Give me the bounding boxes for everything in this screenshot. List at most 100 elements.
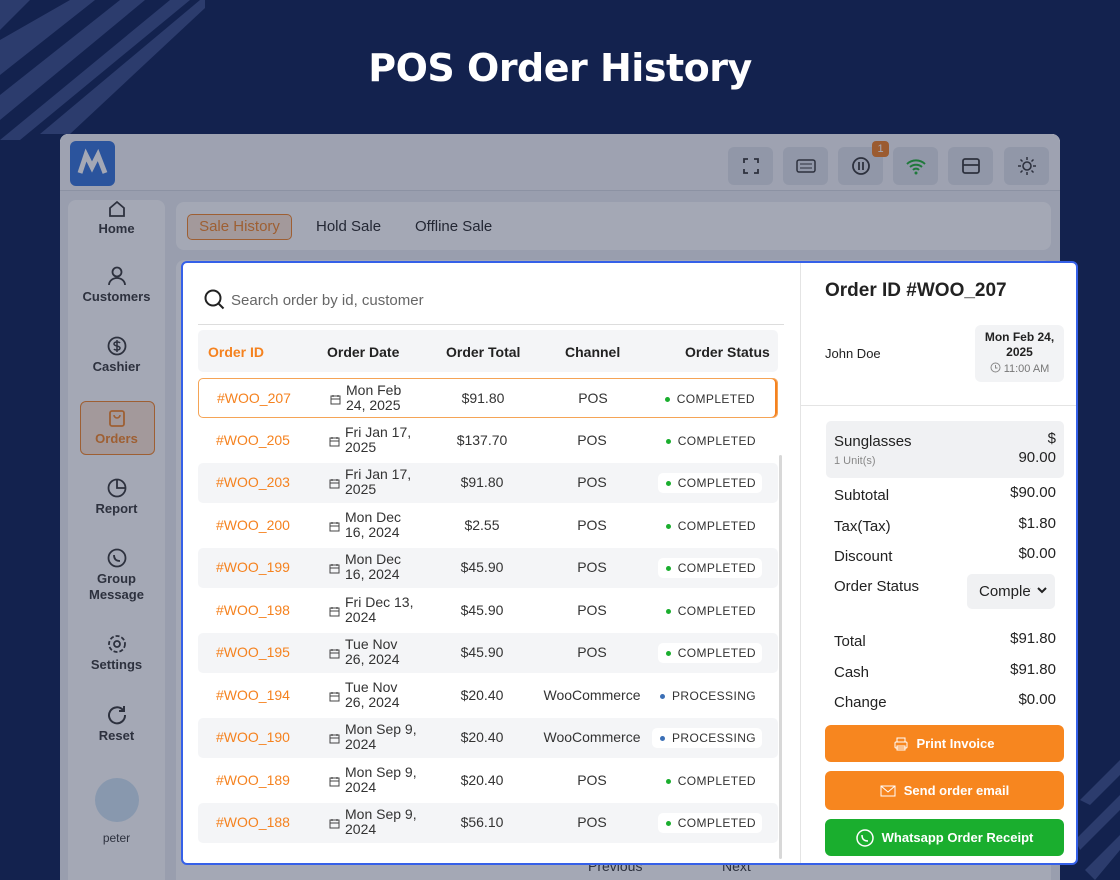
nav-customers[interactable]: Customers bbox=[68, 266, 165, 304]
order-row[interactable]: #WOO_198 Fri Dec 13, 2024 $45.90 POS COMPLET… bbox=[198, 590, 778, 631]
order-date: Fri Jan 17, 2025 bbox=[345, 423, 412, 455]
status-text: COMPLETED bbox=[677, 646, 756, 660]
calendar-icon bbox=[329, 731, 340, 749]
status-pill: COMPLETED bbox=[656, 389, 761, 409]
whatsapp-button[interactable]: Whatsapp Order Receipt bbox=[825, 819, 1064, 856]
status-pill: COMPLETED bbox=[657, 430, 762, 451]
order-id: #WOO_203 bbox=[216, 474, 290, 490]
order-row[interactable]: #WOO_199 Mon Dec 16, 2024 $45.90 POS COMPLET… bbox=[198, 548, 778, 588]
tab-active[interactable]: Sale History bbox=[187, 214, 292, 240]
nav-label: Reset bbox=[98, 728, 135, 743]
calendar-icon bbox=[329, 604, 340, 622]
order-total: $20.40 bbox=[460, 686, 504, 703]
nav-settings[interactable]: Settings bbox=[68, 634, 165, 672]
order-id: #WOO_205 bbox=[216, 431, 290, 448]
order-channel: POS bbox=[577, 814, 607, 830]
calendar-icon bbox=[329, 434, 340, 452]
status-text: COMPLETED bbox=[677, 476, 756, 490]
order-id: #WOO_195 bbox=[216, 644, 290, 660]
status-pill: PROCESSING bbox=[651, 728, 762, 748]
status-text: COMPLETED bbox=[676, 392, 755, 406]
button-label: Print Invoice bbox=[916, 736, 995, 751]
order-modal: Search order by id, customer Order ID Ord… bbox=[181, 261, 1078, 865]
nav-active-bg bbox=[80, 401, 155, 455]
user-avatar[interactable] bbox=[95, 778, 139, 822]
calendar-icon bbox=[329, 689, 340, 707]
order-date: Mon Dec 16, 2024 bbox=[345, 551, 402, 582]
nav-home[interactable]: Home bbox=[68, 200, 165, 236]
nav-label: Settings bbox=[90, 657, 143, 672]
order-date: Mon Sep 9, 2024 bbox=[345, 806, 417, 837]
status-text: COMPLETED bbox=[677, 816, 756, 830]
search-input[interactable]: Search order by id, customer bbox=[231, 292, 424, 309]
item-qty: 1 Unit(s) bbox=[834, 455, 876, 467]
nav-report[interactable]: Report bbox=[68, 478, 165, 516]
status-select-value: Completed bbox=[979, 583, 1031, 600]
order-id: #WOO_200 bbox=[216, 516, 290, 533]
summary-label: Subtotal bbox=[834, 487, 890, 504]
order-row[interactable]: #WOO_194 Tue Nov 26, 2024 $20.40 WooCommerc… bbox=[198, 675, 778, 716]
order-id: #WOO_207 bbox=[217, 390, 291, 406]
order-date: Fri Jan 17, 2025 bbox=[345, 466, 412, 497]
status-pill: COMPLETED bbox=[657, 473, 762, 493]
customer-name: John Doe bbox=[825, 346, 881, 361]
nav-orders[interactable]: Orders bbox=[68, 408, 165, 446]
tab[interactable]: Offline Sale bbox=[415, 218, 493, 235]
print-invoice-button[interactable]: Print Invoice bbox=[825, 725, 1064, 762]
order-id: #WOO_194 bbox=[216, 686, 290, 703]
nav-label: Customers bbox=[82, 289, 151, 304]
nav-label: Orders bbox=[95, 431, 138, 446]
order-id: #WOO_199 bbox=[216, 559, 290, 575]
nav-reset[interactable]: Reset bbox=[68, 705, 165, 743]
order-row[interactable]: #WOO_188 Mon Sep 9, 2024 $56.10 POS COMPLETE… bbox=[198, 803, 778, 843]
status-pill: COMPLETED bbox=[657, 813, 762, 833]
order-date: Tue Nov 26, 2024 bbox=[345, 636, 400, 667]
keyboard-button[interactable] bbox=[783, 147, 828, 185]
order-channel: WooCommerce bbox=[543, 729, 641, 745]
column-header: Order Status bbox=[685, 344, 770, 360]
summary-value: $90.00 bbox=[1010, 484, 1056, 501]
order-row[interactable]: #WOO_195 Tue Nov 26, 2024 $45.90 POS COMPLET… bbox=[198, 633, 778, 673]
order-total: $45.90 bbox=[460, 644, 504, 660]
status-dot bbox=[665, 481, 671, 486]
order-row[interactable]: #WOO_189 Mon Sep 9, 2024 $20.40 POS COMPLETE… bbox=[198, 760, 778, 801]
summary-label: Discount bbox=[834, 548, 893, 565]
nav-group-message[interactable]: Group Message bbox=[68, 548, 165, 603]
status-text: PROCESSING bbox=[671, 688, 756, 703]
nav-label: Home bbox=[98, 221, 135, 236]
order-row[interactable]: #WOO_205 Fri Jan 17, 2025 $137.70 POS COMPLE… bbox=[198, 420, 778, 461]
order-total: $45.90 bbox=[460, 601, 504, 618]
send-email-button[interactable]: Send order email bbox=[825, 771, 1064, 810]
order-row[interactable]: #WOO_190 Mon Sep 9, 2024 $20.40 WooCommerce… bbox=[198, 718, 778, 758]
tab-bar bbox=[176, 202, 1051, 250]
fullscreen-button[interactable] bbox=[728, 147, 773, 185]
wifi-button[interactable] bbox=[893, 147, 938, 185]
button-label: Send order email bbox=[903, 783, 1010, 798]
logo[interactable] bbox=[70, 141, 115, 186]
calendar-icon bbox=[329, 774, 340, 792]
status-select[interactable]: Completed bbox=[967, 574, 1055, 609]
summary-label: Total bbox=[834, 633, 866, 650]
order-time: 11:00 AM bbox=[1003, 363, 1050, 375]
order-id: #WOO_188 bbox=[216, 814, 290, 830]
order-row[interactable]: #WOO_203 Fri Jan 17, 2025 $91.80 POS COMPLET… bbox=[198, 463, 778, 503]
drawer-button[interactable] bbox=[948, 147, 993, 185]
user-name: peter bbox=[102, 831, 131, 845]
order-row[interactable]: #WOO_207 Mon Feb 24, 2025 $91.80 POS COMPLET… bbox=[198, 378, 778, 418]
status-dot bbox=[665, 438, 671, 444]
search-icon bbox=[204, 289, 225, 310]
order-date: Mon Feb 24, 2025 bbox=[984, 330, 1055, 359]
theme-button[interactable] bbox=[1004, 147, 1049, 185]
summary-value: $91.80 bbox=[1010, 630, 1056, 647]
tab[interactable]: Hold Sale bbox=[316, 218, 382, 235]
nav-label: Cashier bbox=[92, 359, 141, 374]
detail-divider bbox=[801, 405, 1076, 406]
order-date: Mon Sep 9, 2024 bbox=[345, 763, 417, 795]
order-total: $2.55 bbox=[464, 516, 500, 533]
order-row[interactable]: #WOO_200 Mon Dec 16, 2024 $2.55 POS COMPLETE… bbox=[198, 505, 778, 546]
nav-cashier[interactable]: Cashier bbox=[68, 336, 165, 374]
status-dot bbox=[665, 523, 671, 529]
panel-divider bbox=[800, 263, 801, 863]
summary-label: Cash bbox=[834, 663, 870, 681]
